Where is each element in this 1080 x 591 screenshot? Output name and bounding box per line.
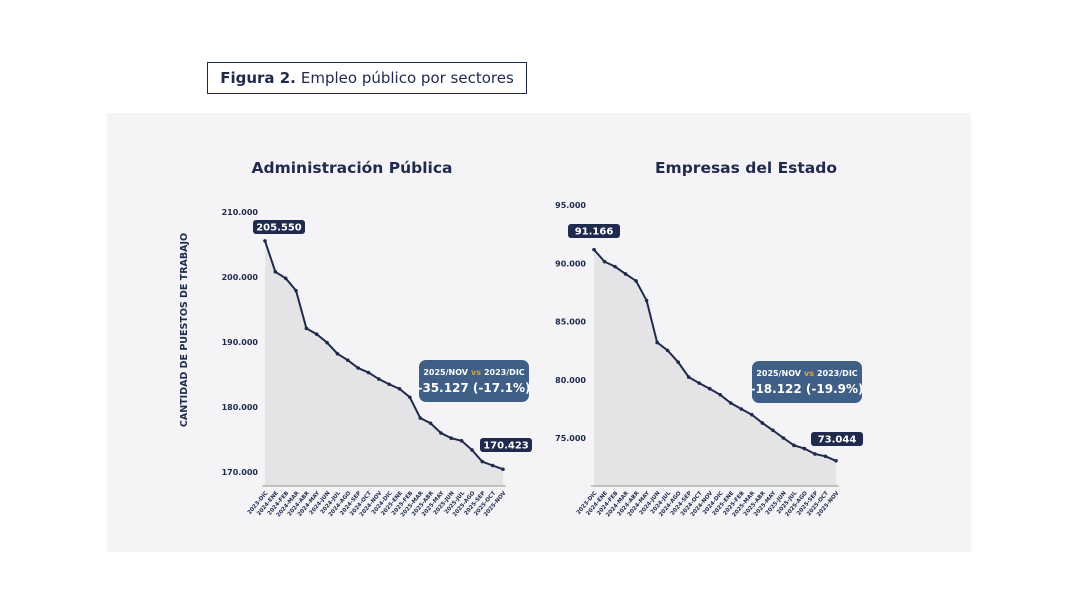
data-point xyxy=(387,382,391,387)
data-point xyxy=(397,387,402,391)
data-point xyxy=(613,264,617,269)
data-point xyxy=(263,239,267,243)
callout-period-b: 2023/DIC xyxy=(484,368,525,377)
y-tick-label: 90.000 xyxy=(555,259,586,268)
data-point xyxy=(655,340,659,345)
figure-title: Figura 2. Empleo público por sectores xyxy=(207,62,527,94)
series-line xyxy=(264,240,504,471)
y-tick-label: 80.000 xyxy=(555,376,586,385)
y-tick-label: 75.000 xyxy=(555,434,586,443)
callout-period-a: 2025/NOV xyxy=(756,369,801,378)
first-value-badge-text: 91.166 xyxy=(575,227,614,238)
data-point xyxy=(470,448,474,452)
data-point xyxy=(718,392,723,397)
data-point xyxy=(823,454,828,459)
data-point xyxy=(665,348,670,353)
y-tick-label: 180.000 xyxy=(222,403,259,412)
data-point xyxy=(335,351,340,356)
series-line xyxy=(593,249,837,462)
data-point xyxy=(459,439,464,443)
callout-vs: vs xyxy=(471,368,481,377)
area-fill xyxy=(594,249,836,486)
chart-title: Empresas del Estado xyxy=(655,159,837,177)
callout-value: -35.127 (-17.1%) xyxy=(417,381,530,395)
comparison-callout xyxy=(752,361,862,403)
first-value-badge-text: 205.550 xyxy=(256,223,302,234)
data-point xyxy=(813,452,817,456)
data-point xyxy=(602,259,607,264)
data-point xyxy=(356,366,360,370)
data-point xyxy=(771,428,775,433)
callout-period: 2025/NOV vs 2023/DIC xyxy=(423,368,524,377)
last-value-badge-text: 73.044 xyxy=(818,435,857,446)
y-axis-label: CANTIDAD DE PUESTOS DE TRABAJO xyxy=(179,233,190,427)
chart-title: Administración Pública xyxy=(252,159,453,177)
data-point xyxy=(760,421,765,425)
data-point xyxy=(707,386,712,391)
last-value-badge xyxy=(480,438,532,452)
data-point xyxy=(439,431,443,435)
y-tick-label: 170.000 xyxy=(222,468,259,477)
y-tick-label: 200.000 xyxy=(222,273,259,282)
callout-value: -18.122 (-19.9%) xyxy=(750,382,863,396)
data-point xyxy=(314,332,319,337)
data-point xyxy=(377,377,381,381)
data-point xyxy=(480,459,485,464)
data-point xyxy=(501,467,505,472)
callout-vs: vs xyxy=(804,369,814,378)
data-point xyxy=(728,401,733,405)
data-point xyxy=(273,270,278,274)
data-point xyxy=(644,298,649,303)
data-point xyxy=(623,272,628,276)
data-point xyxy=(686,375,691,379)
data-point xyxy=(634,279,638,283)
data-point xyxy=(834,458,838,463)
comparison-callout xyxy=(419,360,529,402)
y-tick-label: 95.000 xyxy=(555,201,586,210)
data-point xyxy=(294,288,298,293)
callout-period: 2025/NOV vs 2023/DIC xyxy=(756,369,857,378)
first-value-badge xyxy=(253,220,305,234)
y-tick-label: 85.000 xyxy=(555,318,586,327)
y-tick-label: 190.000 xyxy=(222,338,259,347)
callout-period-a: 2025/NOV xyxy=(423,368,468,377)
data-point xyxy=(676,360,680,364)
data-point xyxy=(697,381,702,385)
y-tick-label: 210.000 xyxy=(222,208,259,217)
callout-period-b: 2023/DIC xyxy=(817,369,858,378)
last-value-badge-text: 170.423 xyxy=(483,441,529,452)
data-point xyxy=(781,436,786,440)
data-point xyxy=(802,446,807,451)
data-point xyxy=(325,340,329,345)
area-fill xyxy=(265,240,503,486)
data-point xyxy=(428,421,433,426)
data-point xyxy=(345,358,350,363)
data-point xyxy=(283,276,288,281)
data-point xyxy=(366,370,371,375)
data-point xyxy=(792,443,796,448)
data-point xyxy=(592,247,596,252)
figure-title-text: Empleo público por sectores xyxy=(300,69,514,87)
data-point xyxy=(304,326,309,331)
figure-label: Figura 2. xyxy=(220,69,296,87)
last-value-badge xyxy=(811,432,863,446)
data-point xyxy=(418,416,423,420)
first-value-badge xyxy=(568,224,620,238)
data-point xyxy=(490,463,495,468)
data-point xyxy=(750,412,754,417)
data-point xyxy=(408,395,412,400)
data-point xyxy=(449,436,454,441)
data-point xyxy=(739,407,744,411)
